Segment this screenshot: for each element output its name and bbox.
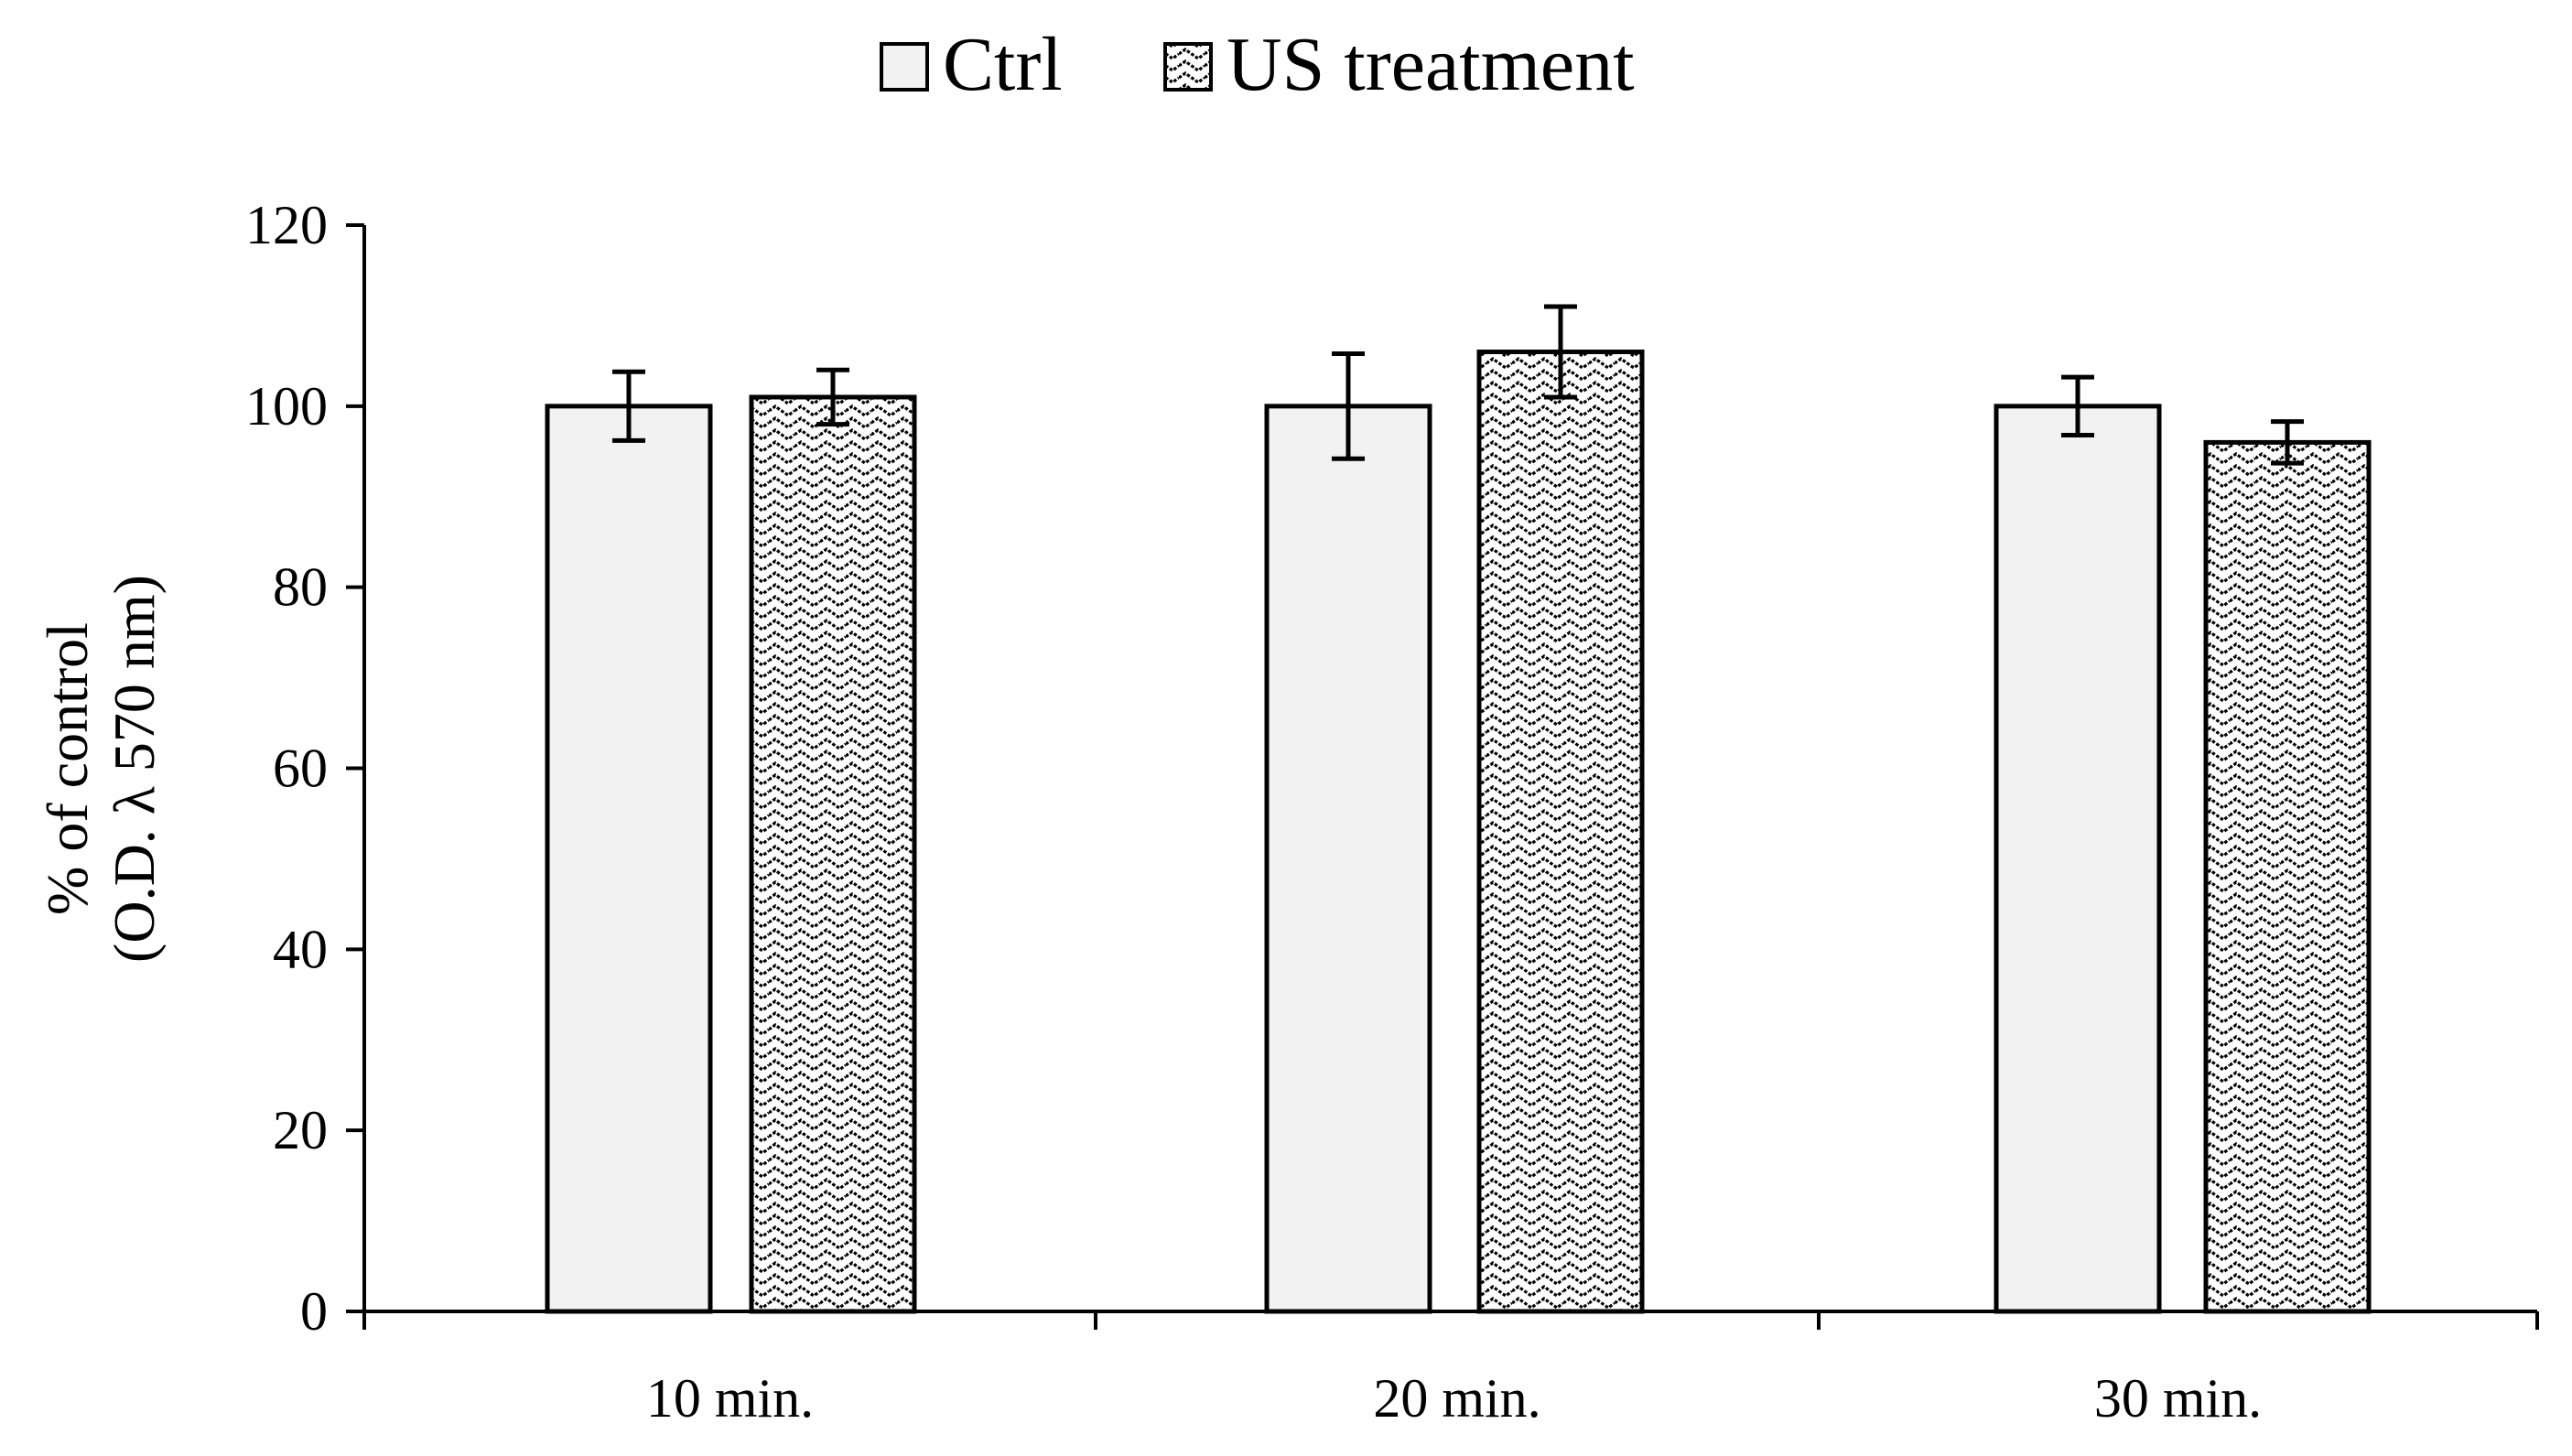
x-tick-label: 30 min.: [2094, 1368, 2262, 1429]
bar-ctrl: [1994, 404, 2162, 1314]
legend: Ctrl US treatment: [880, 22, 1635, 107]
bar-ctrl: [545, 404, 713, 1314]
y-tick-label: 60: [273, 739, 328, 799]
y-tick-label: 80: [273, 557, 328, 618]
y-tick-label: 100: [245, 376, 328, 437]
bar-ctrl: [1264, 404, 1432, 1314]
bar-us: [749, 394, 917, 1314]
legend-label: Ctrl: [943, 22, 1063, 107]
labels: 0 20 40 60 80 100 120 10 min. 20 min. 30 min. % of…: [35, 195, 2262, 1429]
y-tick-label: 20: [273, 1100, 328, 1160]
bar-us: [2203, 439, 2372, 1314]
legend-label: US treatment: [1227, 22, 1635, 107]
x-tick-label: 10 min.: [646, 1368, 814, 1429]
bars: [545, 304, 2372, 1314]
y-axis-title: (O.D. λ 570 nm): [102, 575, 167, 963]
y-tick-label: 40: [273, 919, 328, 979]
y-axis-title: % of control: [35, 622, 100, 915]
y-tick-label: 120: [245, 195, 328, 255]
bar-us: [1476, 349, 1645, 1314]
y-tick-label: 0: [300, 1281, 328, 1342]
x-tick-label: 20 min.: [1373, 1368, 1540, 1429]
legend-swatch-us: [1163, 42, 1213, 92]
legend-swatch-ctrl: [880, 42, 929, 92]
